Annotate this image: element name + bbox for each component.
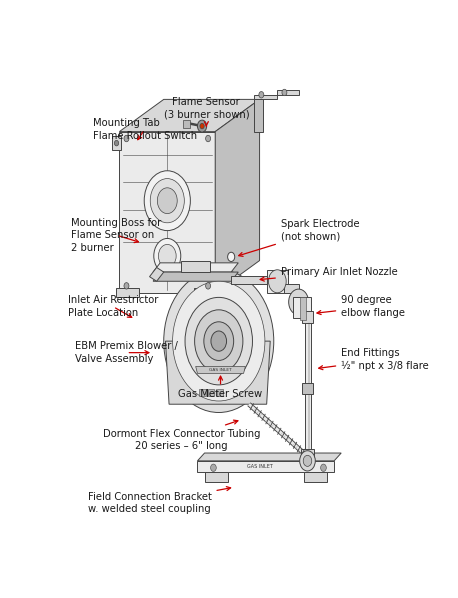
Circle shape xyxy=(197,120,207,132)
Polygon shape xyxy=(300,297,305,321)
Polygon shape xyxy=(197,453,341,461)
Polygon shape xyxy=(305,321,311,451)
Polygon shape xyxy=(183,120,191,128)
Polygon shape xyxy=(254,90,299,99)
Circle shape xyxy=(204,322,234,361)
Polygon shape xyxy=(120,99,260,132)
Circle shape xyxy=(158,188,177,213)
Polygon shape xyxy=(267,270,288,293)
Polygon shape xyxy=(153,263,238,272)
Circle shape xyxy=(114,141,119,146)
Polygon shape xyxy=(208,389,214,396)
Circle shape xyxy=(289,289,309,315)
Circle shape xyxy=(144,171,191,231)
Polygon shape xyxy=(301,449,314,462)
Circle shape xyxy=(164,270,274,413)
Polygon shape xyxy=(293,297,311,318)
Polygon shape xyxy=(194,288,217,297)
Polygon shape xyxy=(181,261,210,272)
Circle shape xyxy=(211,464,216,471)
Circle shape xyxy=(228,252,234,261)
Polygon shape xyxy=(302,383,313,394)
Text: Gas Meter Screw: Gas Meter Screw xyxy=(179,376,262,399)
Circle shape xyxy=(150,179,184,223)
Text: Primary Air Inlet Nozzle: Primary Air Inlet Nozzle xyxy=(260,267,398,281)
Circle shape xyxy=(321,464,326,471)
Polygon shape xyxy=(149,267,164,281)
Circle shape xyxy=(200,123,204,129)
Text: GAS INLET: GAS INLET xyxy=(209,368,232,372)
Polygon shape xyxy=(284,283,299,293)
Polygon shape xyxy=(231,276,270,285)
Circle shape xyxy=(206,283,211,289)
Text: Mounting Tab
Flame Rollout Switch: Mounting Tab Flame Rollout Switch xyxy=(93,118,197,141)
Polygon shape xyxy=(120,132,215,293)
Circle shape xyxy=(206,135,211,142)
Circle shape xyxy=(154,239,181,273)
Circle shape xyxy=(173,281,265,401)
Circle shape xyxy=(303,455,312,466)
Circle shape xyxy=(282,89,287,96)
Circle shape xyxy=(195,310,243,373)
Polygon shape xyxy=(304,472,327,483)
Text: Flame Sensor
(3 burner shown): Flame Sensor (3 burner shown) xyxy=(164,97,249,126)
Polygon shape xyxy=(215,99,260,293)
Text: Mounting Boss for
Flame Sensor on
2 burner: Mounting Boss for Flame Sensor on 2 burn… xyxy=(71,218,162,252)
Text: Dormont Flex Connector Tubing
20 series – 6" long: Dormont Flex Connector Tubing 20 series … xyxy=(103,420,260,451)
Text: Inlet Air Restrictor
Plate Location: Inlet Air Restrictor Plate Location xyxy=(68,295,158,318)
Text: End Fittings
½" npt x 3/8 flare: End Fittings ½" npt x 3/8 flare xyxy=(319,348,429,371)
Text: EBM Premix Blower /
Valve Assembly: EBM Premix Blower / Valve Assembly xyxy=(75,341,178,364)
Text: GAS INLET: GAS INLET xyxy=(247,464,273,469)
Text: Spark Electrode
(not shown): Spark Electrode (not shown) xyxy=(239,219,360,257)
Circle shape xyxy=(211,331,227,351)
Polygon shape xyxy=(153,272,238,281)
Text: Field Connection Bracket
w. welded steel coupling: Field Connection Bracket w. welded steel… xyxy=(87,487,231,514)
Circle shape xyxy=(158,245,176,267)
Polygon shape xyxy=(116,288,139,297)
Polygon shape xyxy=(112,136,121,150)
Polygon shape xyxy=(199,389,206,396)
Circle shape xyxy=(124,283,129,289)
Polygon shape xyxy=(254,99,263,132)
Circle shape xyxy=(300,451,315,471)
Circle shape xyxy=(259,91,264,98)
Circle shape xyxy=(268,270,286,293)
Polygon shape xyxy=(217,389,224,396)
Polygon shape xyxy=(196,367,245,373)
Text: 90 degree
elbow flange: 90 degree elbow flange xyxy=(317,295,405,318)
Circle shape xyxy=(185,297,252,385)
Polygon shape xyxy=(165,341,270,404)
Circle shape xyxy=(124,135,129,142)
Polygon shape xyxy=(197,461,334,472)
Polygon shape xyxy=(302,311,313,323)
Polygon shape xyxy=(205,472,228,483)
